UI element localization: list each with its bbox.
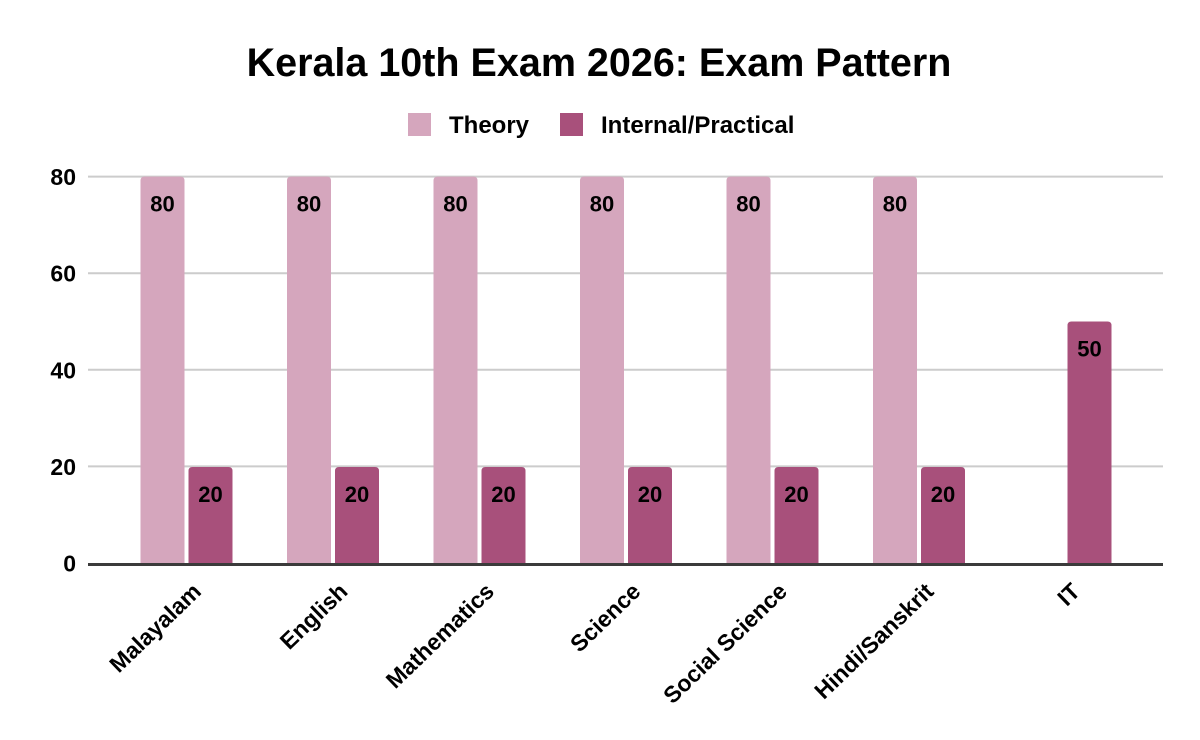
- svg-text:40: 40: [50, 357, 76, 383]
- svg-text:20: 20: [345, 482, 369, 507]
- svg-text:50: 50: [1077, 337, 1101, 362]
- svg-text:80: 80: [443, 192, 467, 217]
- svg-text:Theory: Theory: [449, 112, 530, 139]
- svg-text:60: 60: [50, 261, 76, 287]
- svg-text:20: 20: [931, 482, 955, 507]
- svg-text:Kerala 10th Exam 2026: Exam Pa: Kerala 10th Exam 2026: Exam Pattern: [247, 41, 952, 85]
- svg-text:80: 80: [297, 192, 321, 217]
- svg-text:80: 80: [150, 192, 174, 217]
- svg-text:0: 0: [63, 551, 76, 577]
- svg-text:20: 20: [491, 482, 515, 507]
- svg-text:80: 80: [50, 164, 76, 190]
- svg-text:20: 20: [198, 482, 222, 507]
- svg-text:80: 80: [590, 192, 614, 217]
- svg-text:20: 20: [784, 482, 808, 507]
- svg-text:20: 20: [638, 482, 662, 507]
- svg-text:80: 80: [736, 192, 760, 217]
- svg-text:Internal/Practical: Internal/Practical: [601, 112, 794, 139]
- svg-text:20: 20: [50, 454, 76, 480]
- svg-text:80: 80: [883, 192, 907, 217]
